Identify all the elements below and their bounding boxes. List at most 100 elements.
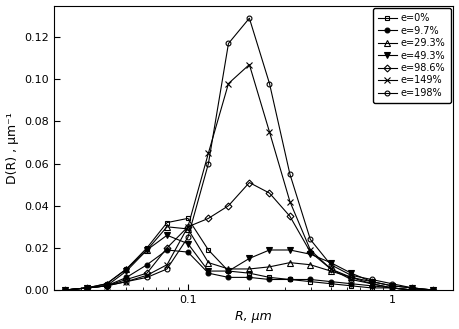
e=149%	[84, 286, 90, 290]
e=0%	[246, 271, 252, 275]
Line: e=9.7%: e=9.7%	[62, 247, 435, 292]
e=9.7%	[430, 288, 436, 292]
e=149%	[246, 63, 252, 66]
e=49.3%	[246, 256, 252, 260]
Line: e=198%: e=198%	[62, 16, 435, 292]
e=49.3%	[369, 280, 375, 284]
e=29.3%	[185, 227, 190, 231]
e=9.7%	[84, 286, 90, 290]
e=149%	[226, 82, 231, 86]
e=0%	[328, 282, 334, 286]
e=198%	[144, 275, 150, 279]
e=29.3%	[246, 267, 252, 271]
e=49.3%	[104, 284, 109, 288]
e=98.6%	[144, 271, 150, 275]
e=98.6%	[308, 250, 313, 254]
e=9.7%	[164, 248, 170, 252]
e=29.3%	[287, 261, 293, 265]
e=9.7%	[62, 288, 68, 292]
e=98.6%	[246, 181, 252, 185]
e=9.7%	[369, 284, 375, 288]
e=98.6%	[185, 225, 190, 229]
e=98.6%	[206, 216, 211, 220]
e=198%	[84, 286, 90, 290]
e=198%	[62, 288, 68, 292]
e=29.3%	[124, 267, 129, 271]
e=198%	[164, 267, 170, 271]
e=49.3%	[328, 261, 334, 265]
e=149%	[348, 278, 354, 282]
e=98.6%	[287, 214, 293, 218]
e=29.3%	[369, 282, 375, 286]
e=149%	[206, 151, 211, 155]
e=149%	[328, 267, 334, 271]
e=149%	[287, 200, 293, 204]
e=9.7%	[348, 282, 354, 286]
e=198%	[104, 284, 109, 288]
e=198%	[185, 235, 190, 239]
e=98.6%	[369, 280, 375, 284]
e=198%	[328, 263, 334, 267]
e=0%	[410, 288, 415, 292]
e=0%	[164, 221, 170, 225]
e=198%	[308, 238, 313, 241]
e=149%	[410, 288, 415, 292]
e=29.3%	[62, 288, 68, 292]
e=198%	[348, 273, 354, 277]
e=198%	[410, 286, 415, 290]
e=49.3%	[206, 269, 211, 273]
e=149%	[104, 284, 109, 288]
e=9.7%	[287, 278, 293, 282]
e=49.3%	[410, 286, 415, 290]
e=149%	[164, 263, 170, 267]
e=198%	[226, 41, 231, 45]
e=149%	[308, 248, 313, 252]
e=29.3%	[144, 248, 150, 252]
e=9.7%	[124, 275, 129, 279]
e=29.3%	[104, 282, 109, 286]
e=198%	[430, 288, 436, 292]
e=9.7%	[226, 275, 231, 279]
e=98.6%	[430, 288, 436, 292]
Legend: e=0%, e=9.7%, e=29.3%, e=49.3%, e=98.6%, e=149%, e=198%: e=0%, e=9.7%, e=29.3%, e=49.3%, e=98.6%,…	[373, 9, 451, 103]
e=9.7%	[308, 278, 313, 282]
e=98.6%	[104, 284, 109, 288]
e=9.7%	[328, 280, 334, 284]
Line: e=0%: e=0%	[62, 216, 435, 292]
e=0%	[267, 275, 272, 279]
e=98.6%	[389, 284, 395, 288]
e=98.6%	[164, 246, 170, 250]
e=0%	[369, 286, 375, 290]
e=149%	[62, 288, 68, 292]
e=9.7%	[267, 278, 272, 282]
e=29.3%	[267, 265, 272, 269]
e=98.6%	[410, 286, 415, 290]
e=0%	[287, 278, 293, 282]
Line: e=29.3%: e=29.3%	[62, 224, 436, 293]
e=0%	[124, 267, 129, 271]
e=49.3%	[124, 269, 129, 273]
e=198%	[369, 278, 375, 282]
e=29.3%	[348, 275, 354, 279]
e=0%	[389, 286, 395, 290]
e=98.6%	[84, 286, 90, 290]
e=29.3%	[389, 286, 395, 290]
e=98.6%	[226, 204, 231, 208]
e=29.3%	[410, 288, 415, 292]
e=0%	[104, 282, 109, 286]
e=49.3%	[84, 286, 90, 290]
e=49.3%	[348, 271, 354, 275]
e=198%	[267, 82, 272, 86]
e=49.3%	[226, 269, 231, 273]
e=198%	[287, 172, 293, 176]
e=98.6%	[328, 267, 334, 271]
e=29.3%	[84, 286, 90, 290]
e=49.3%	[62, 288, 68, 292]
e=49.3%	[164, 233, 170, 237]
e=29.3%	[164, 225, 170, 229]
e=98.6%	[348, 275, 354, 279]
Line: e=149%: e=149%	[62, 62, 436, 293]
e=149%	[369, 282, 375, 286]
e=49.3%	[267, 248, 272, 252]
e=0%	[308, 280, 313, 284]
